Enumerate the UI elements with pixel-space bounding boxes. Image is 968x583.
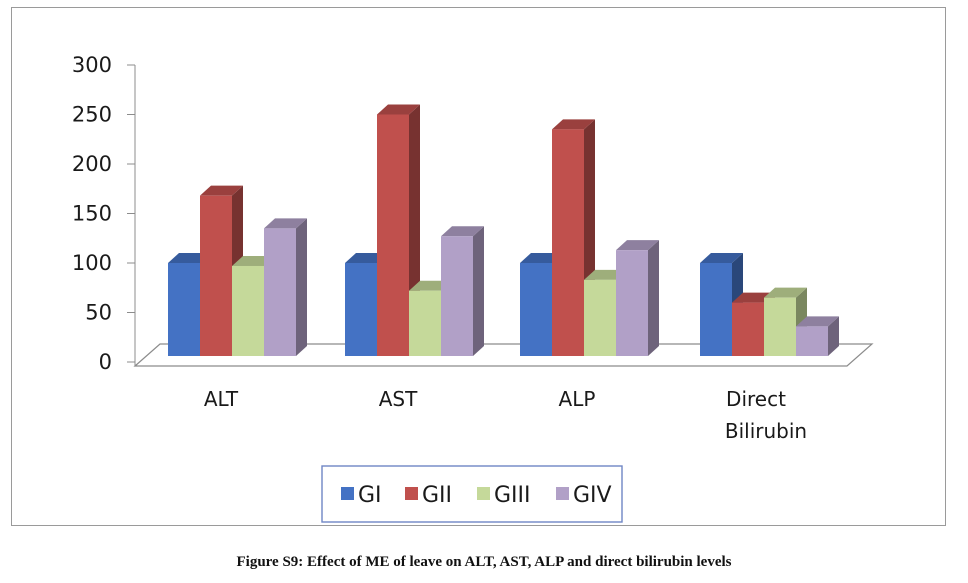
bar-top-2-1 [552, 119, 595, 130]
legend-label-gii: GII [422, 483, 452, 508]
chart-floor [133, 343, 874, 367]
bar-top-3-0 [700, 253, 743, 263]
bar-direct-bilirubin-giii [764, 297, 796, 356]
bar-direct-bilirubin-gi [700, 263, 732, 356]
bar-top-2-3 [616, 240, 659, 251]
bar-top-0-1 [200, 185, 243, 196]
legend-swatch-gi [341, 487, 354, 500]
bar-alp-gii [552, 129, 584, 356]
bar-ast-gii [377, 114, 409, 356]
bar-side-3-3 [828, 316, 839, 356]
y-tick-label-6: 300 [72, 53, 112, 77]
bar-top-0-3 [264, 218, 307, 229]
legend-swatch-giii [477, 487, 490, 500]
y-tick-label-4: 200 [72, 152, 112, 176]
bar-top-3-2 [764, 287, 807, 298]
bar-alp-gi [520, 263, 552, 356]
bar-alt-giv [264, 228, 296, 356]
figure-caption: Figure S9: Effect of ME of leave on ALT,… [236, 554, 732, 570]
y-tick-label-3: 150 [72, 202, 112, 226]
bar-top-1-1 [377, 104, 420, 115]
legend-swatch-gii [405, 487, 418, 500]
bar-ast-gi [345, 263, 377, 356]
bar-side-2-3 [648, 240, 659, 356]
y-tick-label-2: 100 [72, 251, 112, 275]
bar-ast-giii [409, 290, 441, 356]
legend-box [321, 465, 623, 523]
bar-top-3-3 [796, 316, 839, 327]
legend-label-gi: GI [358, 483, 382, 508]
y-tick-label-0: 0 [99, 350, 112, 374]
legend-label-giii: GIII [494, 483, 531, 508]
bar-side-0-3 [296, 218, 307, 356]
bar-top-1-3 [441, 226, 484, 237]
legend-swatch-giv [556, 487, 569, 500]
bar-alp-giii [584, 279, 616, 356]
bar-alp-giv [616, 250, 648, 356]
legend-label-giv: GIV [573, 483, 612, 508]
bar-alt-gi [168, 263, 200, 356]
bar-alt-giii [232, 265, 264, 356]
y-tick-label-5: 250 [72, 103, 112, 127]
bar-chart: 0 50 100 150 200 250 300 ALT AST ALP Direct Bilirub… [72, 53, 874, 523]
bar-ast-giv [441, 236, 473, 356]
x-category-label-3: Direct Bilirubin [725, 387, 807, 443]
x-category-label-0: ALT [204, 387, 239, 411]
bar-side-1-3 [473, 226, 484, 356]
y-tick-label-1: 50 [85, 301, 112, 325]
bar-direct-bilirubin-giv [796, 326, 828, 356]
x-category-label-1: AST [379, 387, 418, 411]
x-category-label-2: ALP [559, 387, 596, 411]
bar-direct-bilirubin-gii [732, 302, 764, 356]
bar-alt-gii [200, 195, 232, 356]
